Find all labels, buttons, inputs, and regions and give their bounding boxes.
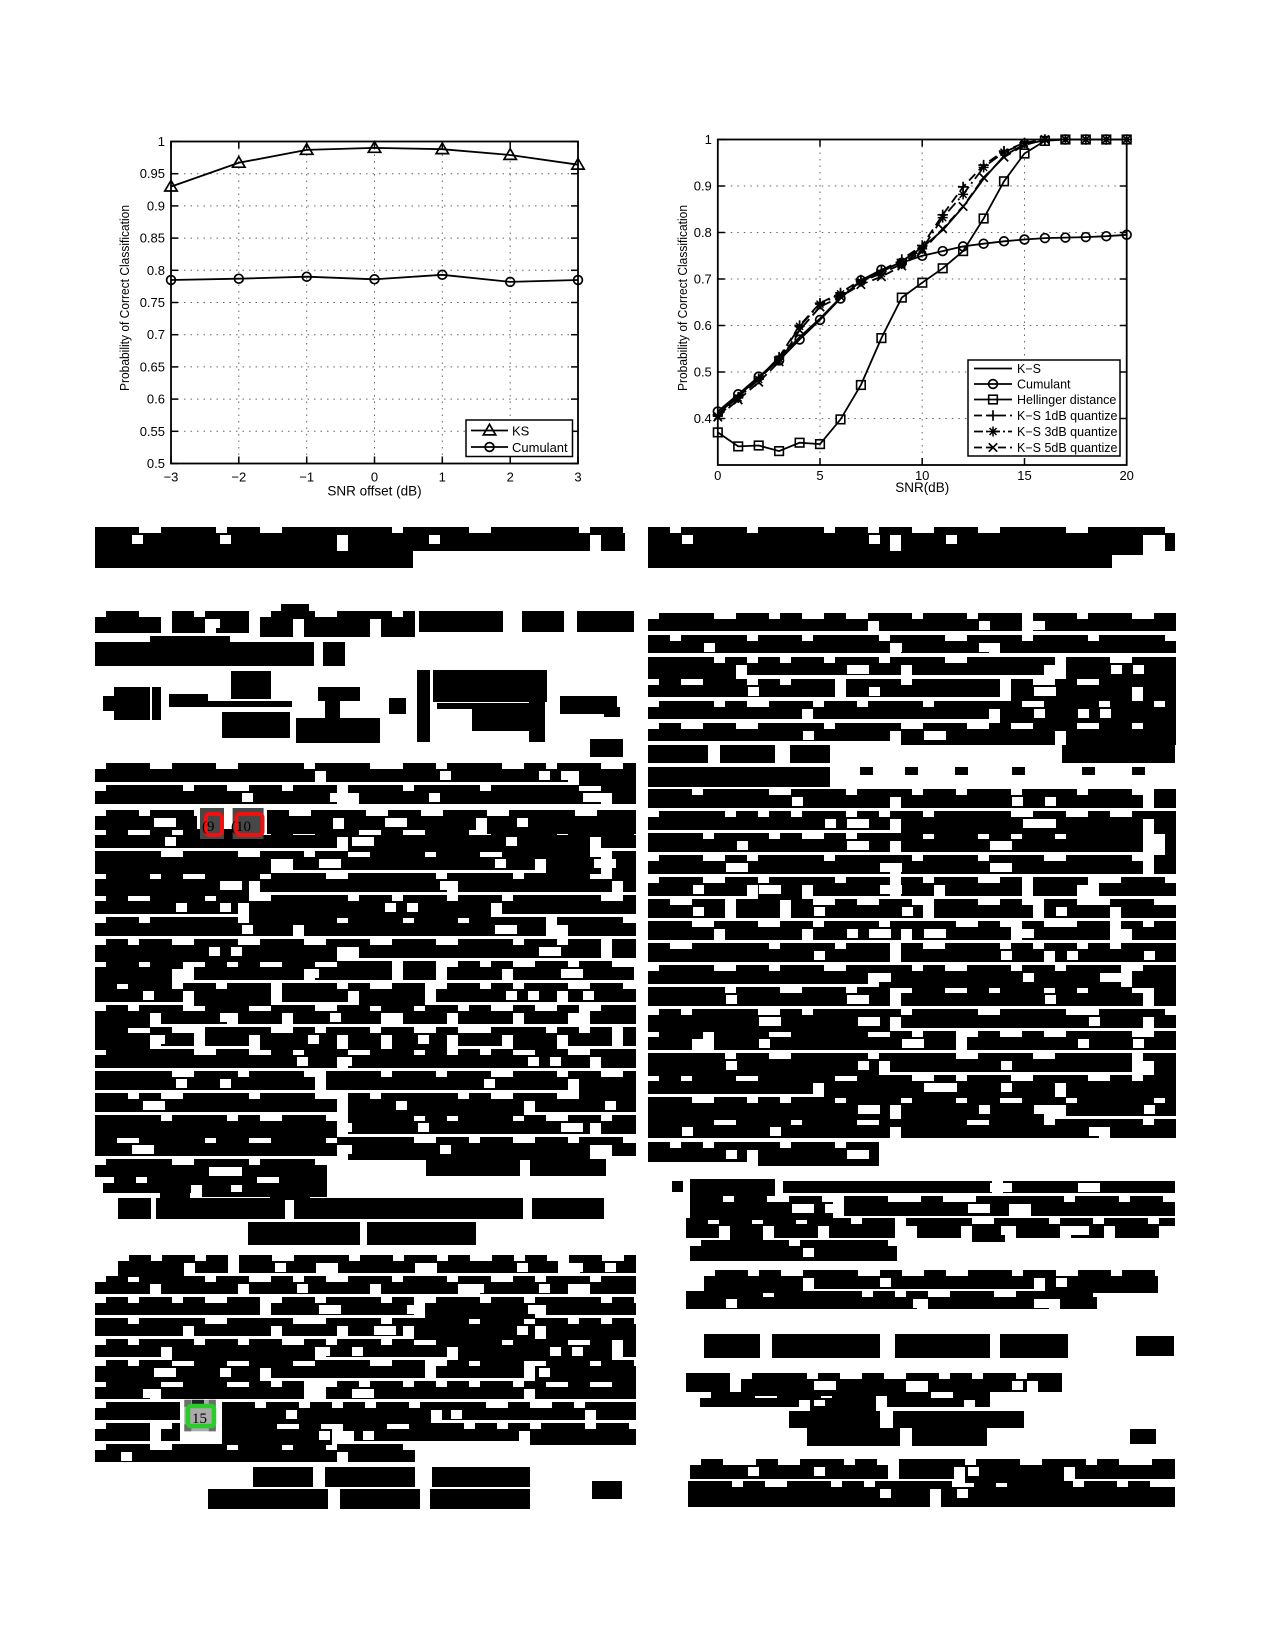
svg-text:5: 5 xyxy=(816,468,823,483)
svg-text:20: 20 xyxy=(1119,468,1133,483)
svg-text:−2: −2 xyxy=(231,470,246,485)
svg-text:K−S: K−S xyxy=(1017,362,1041,376)
svg-text:0.8: 0.8 xyxy=(147,263,165,278)
svg-text:0.85: 0.85 xyxy=(140,231,165,246)
svg-text:0.55: 0.55 xyxy=(140,424,165,439)
svg-text:(9: (9 xyxy=(202,819,215,835)
svg-text:0.4: 0.4 xyxy=(694,411,712,426)
svg-text:Cumulant: Cumulant xyxy=(1017,377,1071,391)
svg-text:0.75: 0.75 xyxy=(140,295,165,310)
svg-text:Probability of Correct Classif: Probability of Correct Classification xyxy=(675,205,690,391)
svg-text:−1: −1 xyxy=(299,470,314,485)
svg-text:0.7: 0.7 xyxy=(694,272,712,287)
svg-text:K−S 1dB quantize: K−S 1dB quantize xyxy=(1017,409,1117,423)
svg-text:0.95: 0.95 xyxy=(140,166,165,181)
svg-text:0.7: 0.7 xyxy=(147,327,165,342)
svg-text:0.5: 0.5 xyxy=(694,365,712,380)
svg-text:0.9: 0.9 xyxy=(147,198,165,213)
svg-text:SNR offset (dB): SNR offset (dB) xyxy=(327,484,421,499)
svg-text:K−S 3dB quantize: K−S 3dB quantize xyxy=(1017,425,1117,439)
svg-text:0: 0 xyxy=(714,468,721,483)
svg-text:10: 10 xyxy=(915,468,929,483)
svg-text:Probability of Correct Classif: Probability of Correct Classification xyxy=(117,205,132,391)
svg-text:SNR(dB): SNR(dB) xyxy=(895,480,949,495)
svg-text:0.65: 0.65 xyxy=(140,359,165,374)
svg-text:0.6: 0.6 xyxy=(147,392,165,407)
svg-text:15: 15 xyxy=(192,1411,207,1427)
svg-text:(10: (10 xyxy=(231,819,251,835)
svg-text:Hellinger distance: Hellinger distance xyxy=(1017,393,1116,407)
svg-text:1: 1 xyxy=(439,470,446,485)
svg-text:Cumulant: Cumulant xyxy=(512,440,568,455)
svg-text:1: 1 xyxy=(705,132,712,147)
svg-text:0: 0 xyxy=(371,470,378,485)
svg-text:K−S 5dB quantize: K−S 5dB quantize xyxy=(1017,441,1117,455)
svg-text:0.8: 0.8 xyxy=(694,225,712,240)
svg-text:2: 2 xyxy=(507,470,514,485)
svg-text:15: 15 xyxy=(1017,468,1031,483)
svg-text:3: 3 xyxy=(574,470,581,485)
svg-text:−3: −3 xyxy=(164,470,179,485)
svg-text:0.9: 0.9 xyxy=(694,179,712,194)
svg-text:0.5: 0.5 xyxy=(147,456,165,471)
svg-text:1: 1 xyxy=(158,134,165,149)
svg-text:KS: KS xyxy=(512,424,530,439)
svg-text:0.6: 0.6 xyxy=(694,318,712,333)
